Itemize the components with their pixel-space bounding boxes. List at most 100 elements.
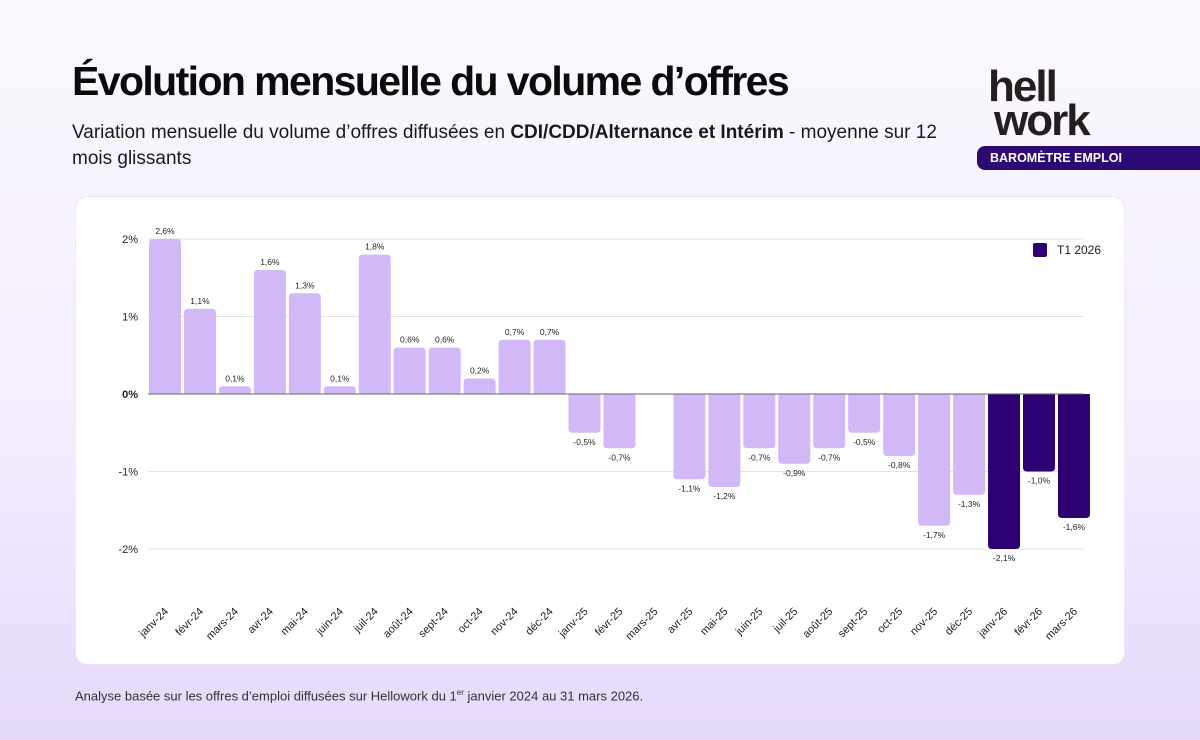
data-label: -0,7%	[818, 452, 841, 462]
bar-nov-25	[918, 394, 951, 526]
bar-nov-24	[498, 339, 531, 394]
x-tick-label: sept-24	[416, 606, 450, 640]
bar-déc-25	[953, 394, 986, 495]
bar-janv-24	[149, 239, 181, 394]
x-tick-label: janv-26	[975, 606, 1010, 641]
bar-chart: 2% 1% 0% -1% -2% 2,6% janv-24 1,1% févr-24 0,1% ma…	[118, 226, 1090, 643]
bar-août-25	[813, 394, 846, 449]
bar-juin-24	[323, 386, 356, 394]
x-tick-label: mai-24	[279, 606, 311, 638]
data-label: -0,7%	[608, 452, 631, 462]
bar-sept-25	[848, 394, 881, 433]
x-tick-label: mars-26	[1043, 606, 1080, 643]
x-tick-label: avr-24	[245, 606, 276, 637]
data-label: 0,6%	[400, 335, 420, 345]
data-label: -0,7%	[748, 452, 771, 462]
x-tick-label: févr-26	[1012, 606, 1045, 639]
x-tick-label: nov-24	[488, 606, 520, 638]
y-tick-label: 0%	[122, 389, 138, 401]
x-tick-label: juin-24	[313, 606, 346, 639]
bar-mai-24	[288, 293, 321, 394]
data-label: 1,8%	[365, 242, 385, 252]
data-label: 0,7%	[540, 327, 560, 337]
data-label: -0,8%	[888, 460, 911, 470]
x-tick-label: oct-25	[875, 606, 905, 636]
x-tick-label: janv-25	[556, 606, 591, 641]
bar-juin-25	[743, 394, 776, 449]
data-label: 1,6%	[260, 257, 280, 267]
data-label: 0,1%	[225, 373, 245, 383]
x-tick-label: nov-25	[908, 606, 940, 638]
y-tick-label: -1%	[118, 467, 138, 479]
logo-line1: hell	[988, 62, 1058, 111]
x-tick-label: juil-24	[351, 606, 381, 636]
data-label: -1,0%	[1028, 476, 1051, 486]
footnote: Analyse basée sur les offres d’emploi di…	[75, 688, 643, 703]
bar-mars-24	[218, 386, 251, 394]
bar-mars-26	[1057, 394, 1090, 518]
x-tick-label: sept-25	[836, 606, 870, 640]
data-label: 1,3%	[295, 280, 315, 290]
bar-févr-25	[603, 394, 636, 449]
x-tick-label: déc-25	[943, 606, 975, 638]
logo-line2: work	[994, 96, 1091, 145]
y-tick-label: -2%	[118, 544, 138, 556]
bar-déc-24	[533, 339, 566, 394]
data-label: -1,3%	[958, 499, 981, 509]
page-title: Évolution mensuelle du volume d’offres	[72, 58, 790, 104]
bar-oct-25	[883, 394, 916, 456]
footnote-text: Analyse basée sur les offres d’emploi di…	[75, 688, 457, 704]
legend: T1 2026	[1033, 243, 1101, 257]
footnote-sup: er	[456, 688, 464, 697]
barometre-badge: BAROMÈTRE EMPLOI	[977, 146, 1200, 170]
data-label: 1,1%	[190, 296, 210, 306]
legend-label: T1 2026	[1057, 243, 1102, 257]
y-tick-label: 2%	[122, 234, 138, 246]
bar-avr-24	[253, 270, 286, 394]
bar-mai-25	[708, 394, 741, 487]
data-label: 0,2%	[470, 366, 490, 376]
page-subtitle: Variation mensuelle du volume d’offres d…	[72, 120, 952, 172]
bar-août-24	[393, 347, 426, 394]
bar-févr-26	[1023, 394, 1055, 472]
footnote-text-end: janvier 2024 au 31 mars 2026.	[463, 688, 644, 704]
bar-avr-25	[673, 394, 706, 480]
x-tick-label: déc-24	[523, 606, 555, 638]
x-tick-label: avr-25	[665, 606, 696, 637]
x-tick-label: oct-24	[456, 606, 486, 636]
bar-févr-24	[183, 308, 216, 394]
data-label: -1,1%	[678, 483, 701, 493]
x-tick-label: août-25	[800, 606, 835, 641]
chart-card: 2% 1% 0% -1% -2% 2,6% janv-24 1,1% févr-24 0,1% ma…	[75, 196, 1125, 665]
bar-oct-24	[463, 378, 496, 394]
hellowork-logo: hell work	[988, 62, 1128, 145]
subtitle-bold: CDI/CDD/Alternance et Intérim	[510, 122, 784, 143]
data-label: -0,9%	[783, 468, 806, 478]
data-label: 2,6%	[155, 226, 175, 236]
bar-janv-25	[568, 394, 601, 433]
x-tick-label: juil-25	[770, 606, 800, 636]
data-label: -0,5%	[573, 437, 596, 447]
data-label: -0,5%	[853, 437, 876, 447]
data-label: 0,6%	[435, 335, 455, 345]
bar-juil-24	[358, 254, 391, 394]
x-tick-label: mai-25	[698, 606, 730, 638]
data-label: -1,6%	[1063, 522, 1086, 532]
x-tick-label: août-24	[381, 606, 416, 641]
data-label: 0,7%	[505, 327, 525, 337]
data-label: 0,1%	[330, 373, 350, 383]
x-tick-label: févr-25	[593, 606, 626, 639]
x-tick-label: mars-24	[204, 606, 241, 643]
y-tick-label: 1%	[122, 312, 138, 324]
subtitle-text-end: - moyenne sur 12 mois glissants	[72, 122, 937, 169]
subtitle-text: Variation mensuelle du volume d’offres d…	[72, 122, 511, 143]
data-label: -2,1%	[993, 553, 1016, 563]
bar-juil-25	[778, 394, 811, 464]
x-tick-label: févr-24	[173, 606, 206, 639]
x-tick-label: juin-25	[733, 606, 766, 639]
data-label: -1,7%	[923, 530, 946, 540]
bar-janv-26	[988, 394, 1021, 549]
bar-sept-24	[428, 347, 461, 394]
legend-swatch	[1033, 243, 1047, 257]
data-label: -1,2%	[713, 491, 736, 501]
